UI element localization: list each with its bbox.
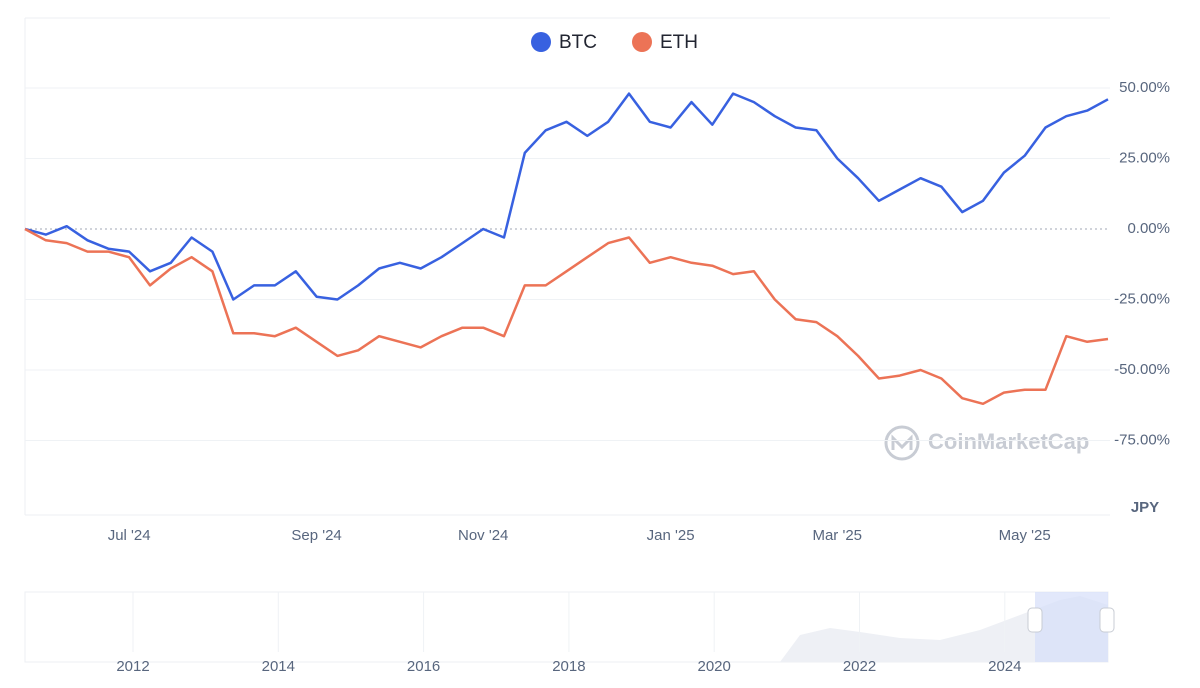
y-tick-label: -75.00%: [1114, 431, 1170, 448]
legend-marker: [531, 32, 551, 52]
x-tick-label: Nov '24: [458, 527, 508, 544]
x-tick-label: Mar '25: [812, 527, 862, 544]
navigator-selection[interactable]: [1035, 592, 1108, 662]
x-tick-label: Sep '24: [291, 527, 341, 544]
navigator-label: 2016: [407, 658, 440, 675]
x-tick-label: Jan '25: [647, 527, 695, 544]
x-tick-label: Jul '24: [108, 527, 151, 544]
y-tick-label: 0.00%: [1127, 220, 1170, 237]
watermark: CoinMarketCap: [928, 429, 1089, 454]
x-tick-label: May '25: [999, 527, 1051, 544]
legend-label: ETH: [660, 32, 698, 53]
navigator-label: 2022: [843, 658, 876, 675]
navigator-handle[interactable]: [1027, 607, 1043, 633]
navigator-label: 2024: [988, 658, 1021, 675]
series-line: [24, 227, 1109, 406]
y-tick-label: -50.00%: [1114, 361, 1170, 378]
navigator-label: 2014: [262, 658, 295, 675]
watermark-logo: [884, 425, 920, 461]
y-tick-label: -25.00%: [1114, 290, 1170, 307]
navigator-label: 2012: [116, 658, 149, 675]
navigator-area: [780, 596, 1108, 662]
legend-marker: [632, 32, 652, 52]
navigator-handle[interactable]: [1099, 607, 1115, 633]
navigator-label: 2018: [552, 658, 585, 675]
series-line: [24, 92, 1109, 301]
currency-label: JPY: [1131, 499, 1159, 516]
legend-label: BTC: [559, 32, 597, 53]
y-tick-label: 50.00%: [1119, 79, 1170, 96]
y-tick-label: 25.00%: [1119, 149, 1170, 166]
navigator-label: 2020: [698, 658, 731, 675]
